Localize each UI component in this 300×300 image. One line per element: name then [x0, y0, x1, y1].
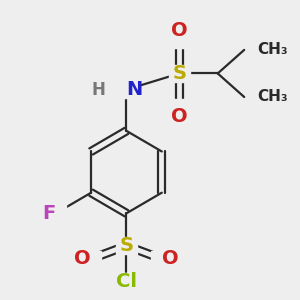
Bar — [116, 273, 137, 289]
Text: Cl: Cl — [116, 272, 137, 290]
Text: CH₃: CH₃ — [257, 42, 288, 57]
Text: S: S — [119, 236, 134, 255]
Text: O: O — [74, 249, 91, 268]
Text: CH₃: CH₃ — [257, 89, 288, 104]
Text: H: H — [92, 81, 106, 99]
Bar — [169, 99, 190, 116]
Bar — [169, 31, 190, 48]
Text: N: N — [126, 80, 143, 99]
Text: O: O — [171, 21, 188, 40]
Bar — [81, 251, 101, 267]
Bar — [46, 205, 66, 221]
Text: O: O — [162, 249, 178, 268]
Bar — [116, 81, 137, 98]
Text: F: F — [43, 204, 56, 223]
Text: S: S — [172, 64, 186, 83]
Bar — [169, 65, 190, 82]
Bar — [116, 238, 137, 254]
Bar — [152, 251, 172, 267]
Text: O: O — [171, 107, 188, 126]
